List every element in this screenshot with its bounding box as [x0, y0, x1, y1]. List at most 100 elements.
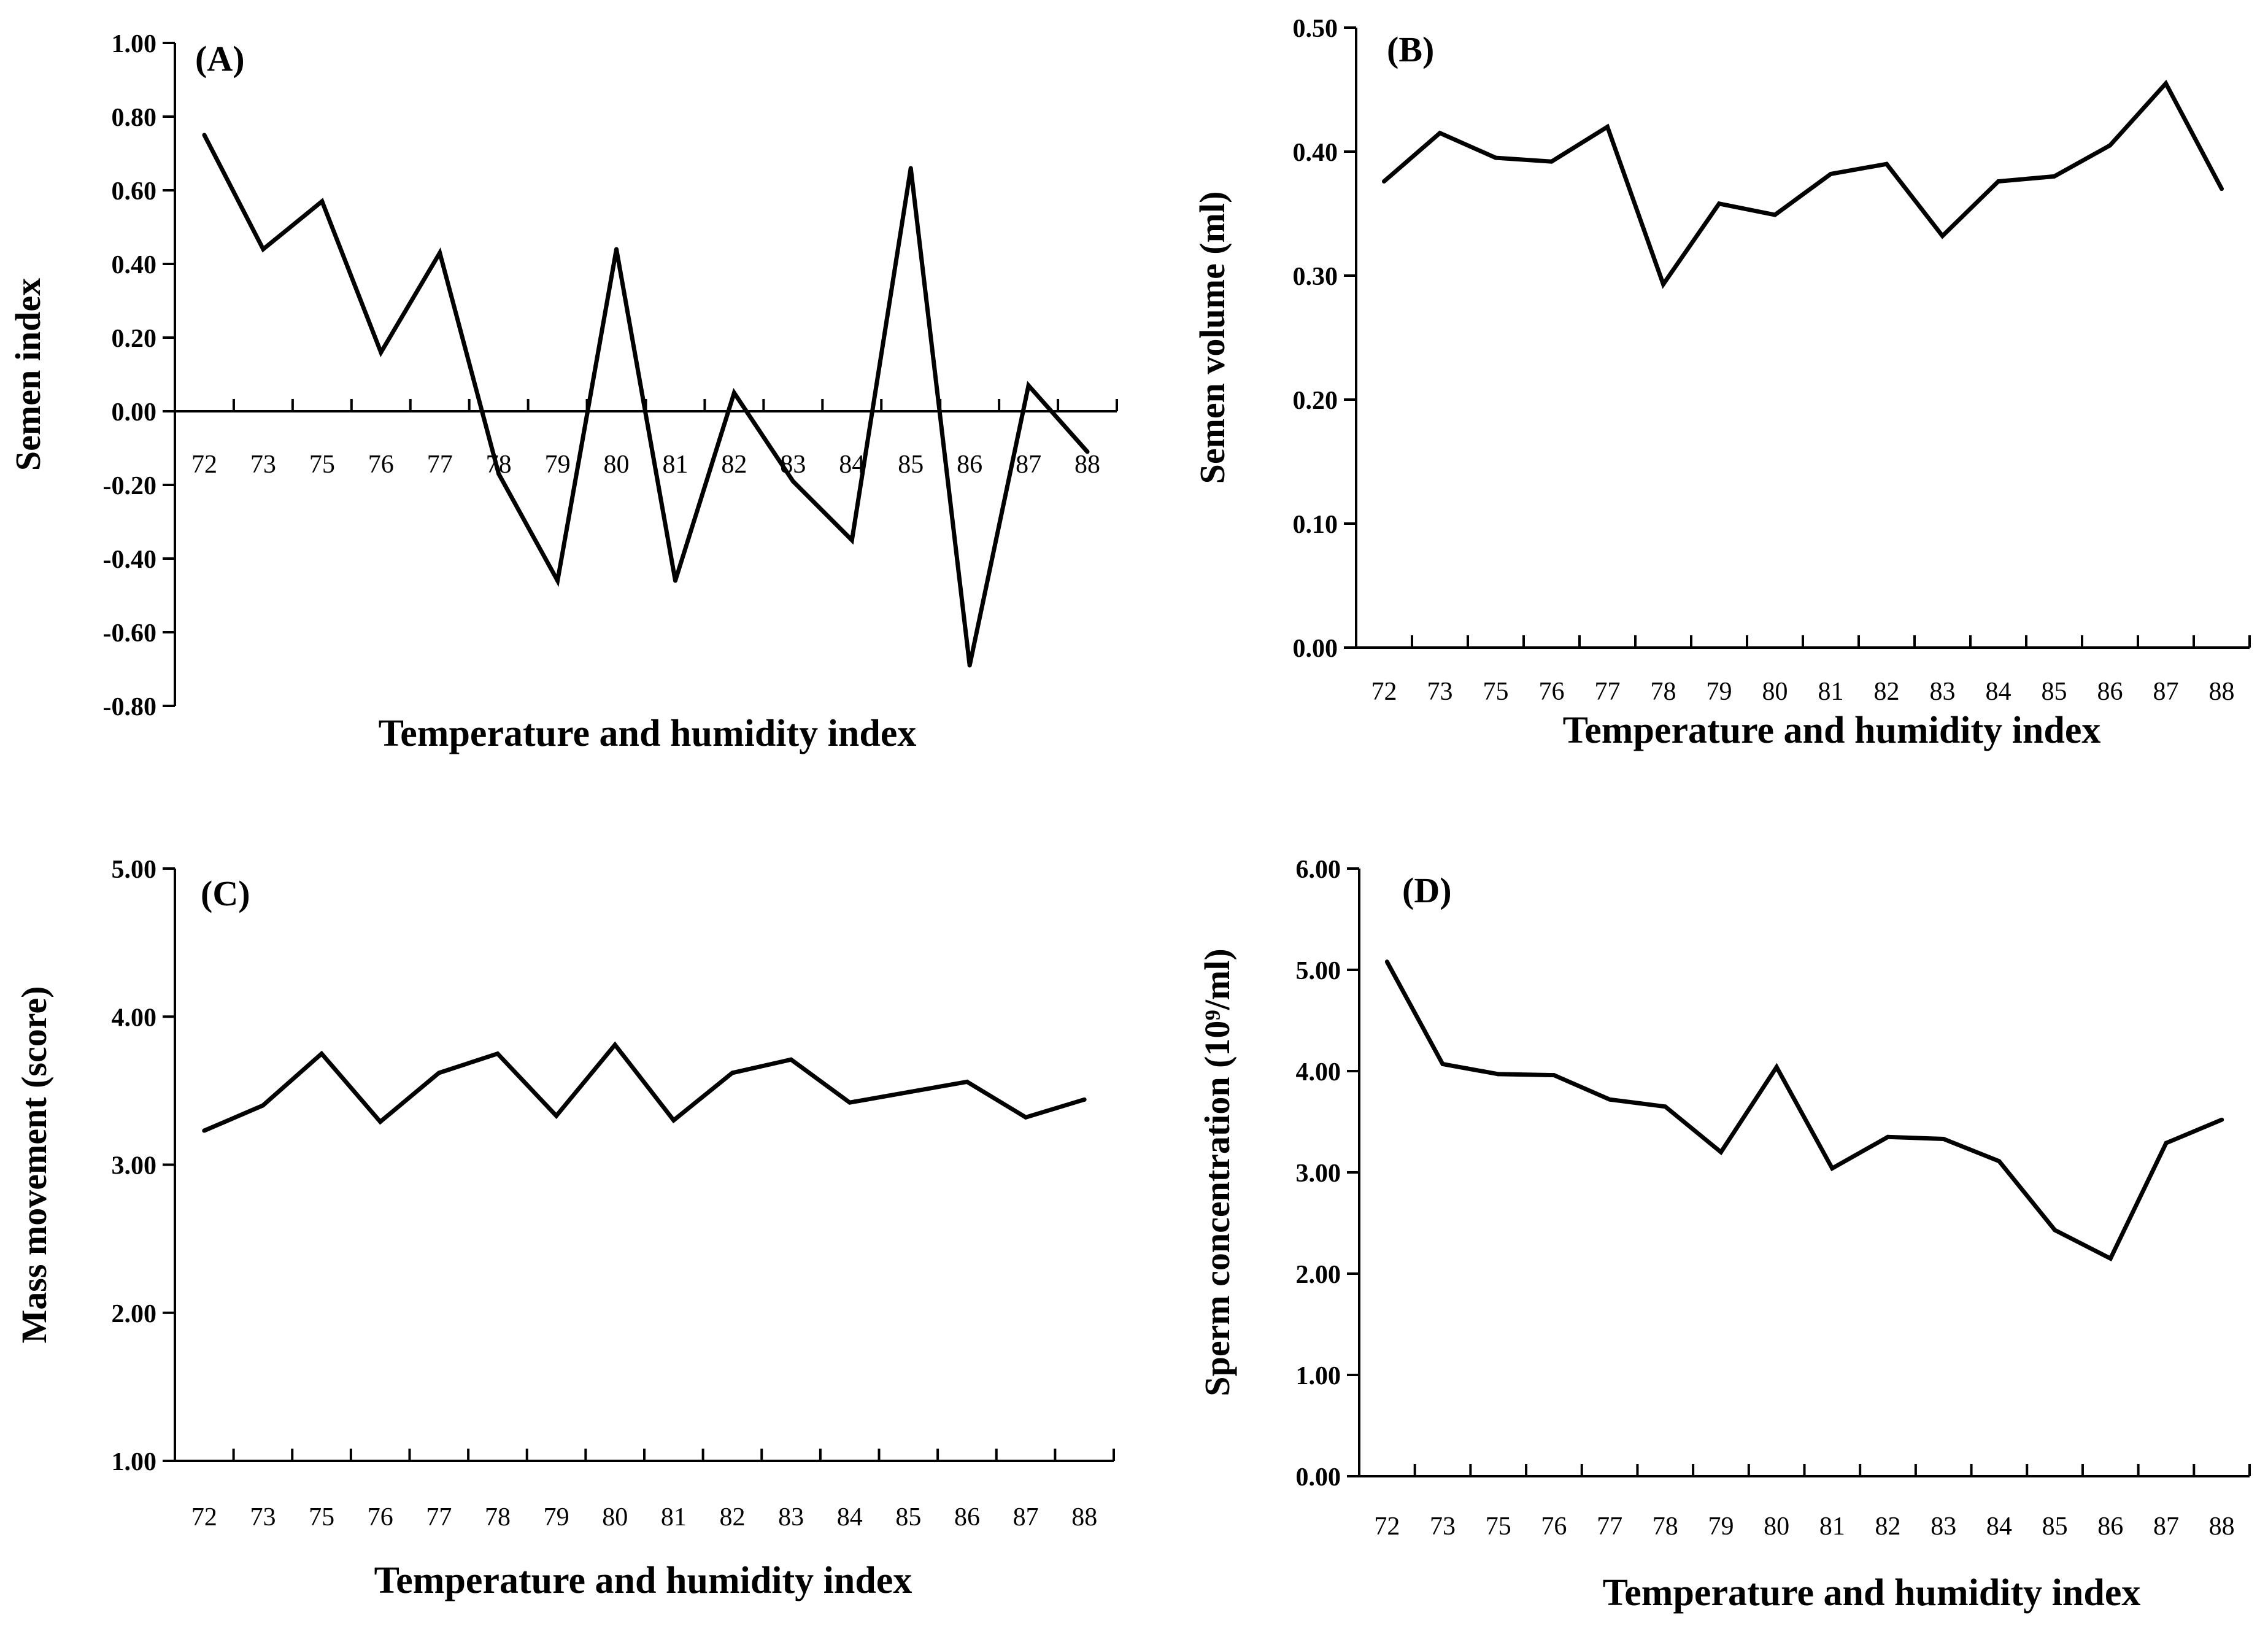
data-point	[908, 166, 913, 171]
y-tick-label: -0.60	[103, 619, 157, 648]
data-point	[2052, 174, 2056, 179]
x-tick-label: 79	[1707, 678, 1732, 706]
y-tick-label: -0.40	[103, 546, 157, 574]
data-point	[789, 1057, 793, 1062]
y-tick-label: 0.40	[112, 251, 157, 279]
data-point	[967, 663, 972, 668]
y-tick-label: 3.00	[112, 1152, 157, 1180]
data-point	[1941, 1137, 1946, 1142]
data-point	[202, 1128, 207, 1133]
series-line	[1383, 79, 2224, 289]
data-point	[612, 1042, 617, 1047]
x-tick-label: 88	[1071, 1503, 1097, 1531]
panel-title: (C)	[201, 873, 250, 913]
x-tick-label: 84	[1986, 678, 2012, 706]
panel-title: (A)	[195, 39, 245, 79]
x-axis-title: Temperature and humidity index	[1563, 710, 2101, 751]
x-tick-label: 81	[1819, 1512, 1845, 1541]
x-tick-label: 84	[837, 1503, 863, 1531]
data-point	[1438, 131, 1442, 136]
chart-panel-d: 0.00 1.00 2.00 3.00 4.00 5.00 6.00 72 73 75 76 77 78…	[1197, 856, 2251, 1614]
data-point	[1663, 1104, 1668, 1109]
data-point	[2108, 1256, 2113, 1261]
x-tick-label: 86	[954, 1503, 980, 1531]
x-tick-label: 73	[1427, 678, 1453, 706]
y-tick-label: 6.00	[1296, 856, 1341, 884]
data-point	[438, 250, 442, 255]
panel-title: (D)	[1402, 870, 1452, 910]
x-tick-label: 85	[898, 451, 924, 479]
x-tick-label: 81	[661, 1503, 687, 1531]
y-tick-label: 0.10	[1293, 511, 1338, 539]
y-tick-label: 1.00	[1296, 1362, 1341, 1390]
data-point	[2108, 143, 2112, 148]
x-tick-label: 88	[2209, 678, 2235, 706]
chart-panel-a: -0.80 -0.60 -0.40 -0.20 0.00 0.20 0.40 0.60 0.80…	[8, 30, 1118, 754]
data-point	[378, 1120, 383, 1125]
data-point	[1829, 171, 1833, 176]
data-point	[1717, 201, 1721, 206]
data-point	[1440, 1061, 1445, 1066]
data-point	[1496, 1072, 1501, 1077]
x-tick-label: 76	[1541, 1512, 1567, 1541]
x-tick-label: 80	[1762, 678, 1788, 706]
data-point	[495, 1051, 500, 1056]
data-point	[261, 247, 266, 252]
data-point	[1551, 1073, 1556, 1078]
data-point	[849, 538, 854, 543]
data-point	[1830, 1166, 1835, 1171]
data-point	[1884, 161, 1889, 166]
y-tick-label: 0.20	[112, 325, 157, 353]
x-tick-label: 82	[1874, 678, 1900, 706]
x-tick-label: 87	[1016, 451, 1041, 479]
y-tick-label: 5.00	[1296, 957, 1341, 985]
data-point	[1997, 1159, 2002, 1164]
y-axis-title: Mass movement (score)	[14, 986, 54, 1344]
data-point	[730, 1070, 735, 1075]
data-point	[1607, 1097, 1612, 1102]
x-tick-label: 80	[602, 1503, 628, 1531]
data-point	[1085, 449, 1090, 454]
data-point	[555, 578, 560, 583]
y-tick-label: 0.00	[1293, 635, 1338, 663]
data-point	[1384, 959, 1389, 964]
data-point	[1940, 233, 1945, 238]
x-tick-label: 76	[368, 1503, 393, 1531]
data-point	[965, 1079, 970, 1084]
series-line	[202, 134, 1089, 666]
y-tick-label: 2.00	[112, 1300, 157, 1328]
x-axis-title: Temperature and humidity index	[374, 1560, 912, 1601]
data-point	[790, 479, 795, 484]
data-point	[2164, 81, 2168, 86]
y-tick-label: 0.50	[1293, 15, 1338, 43]
y-axis-title: Semen index	[8, 278, 48, 471]
x-tick-label: 77	[427, 451, 453, 479]
x-tick-label: 85	[2042, 678, 2067, 706]
data-point	[1026, 383, 1031, 388]
x-tick-label: 86	[957, 451, 982, 479]
data-point	[202, 133, 207, 137]
data-point	[2220, 187, 2224, 192]
x-tick-label: 85	[895, 1503, 921, 1531]
y-tick-label: 4.00	[1296, 1058, 1341, 1086]
x-tick-label: 83	[778, 1503, 804, 1531]
x-tick-label: 79	[544, 1503, 569, 1531]
x-tick-label: 87	[1013, 1503, 1039, 1531]
data-point	[1773, 212, 1777, 217]
data-point	[379, 350, 384, 355]
x-tick-label: 76	[368, 451, 394, 479]
x-tick-label: 86	[2097, 678, 2123, 706]
x-tick-label: 82	[719, 1503, 745, 1531]
x-tick-label: 79	[545, 451, 571, 479]
data-point	[1494, 155, 1498, 160]
x-tick-label: 80	[1764, 1512, 1789, 1541]
x-tick-label: 73	[250, 451, 276, 479]
y-tick-label: 2.00	[1296, 1261, 1341, 1289]
x-tick-label: 77	[1595, 678, 1621, 706]
series-line	[1385, 961, 2223, 1262]
x-tick-label: 87	[2153, 1512, 2179, 1541]
data-point	[1774, 1064, 1779, 1069]
data-point	[1549, 159, 1554, 164]
x-tick-label: 81	[1818, 678, 1844, 706]
data-point	[731, 390, 736, 395]
